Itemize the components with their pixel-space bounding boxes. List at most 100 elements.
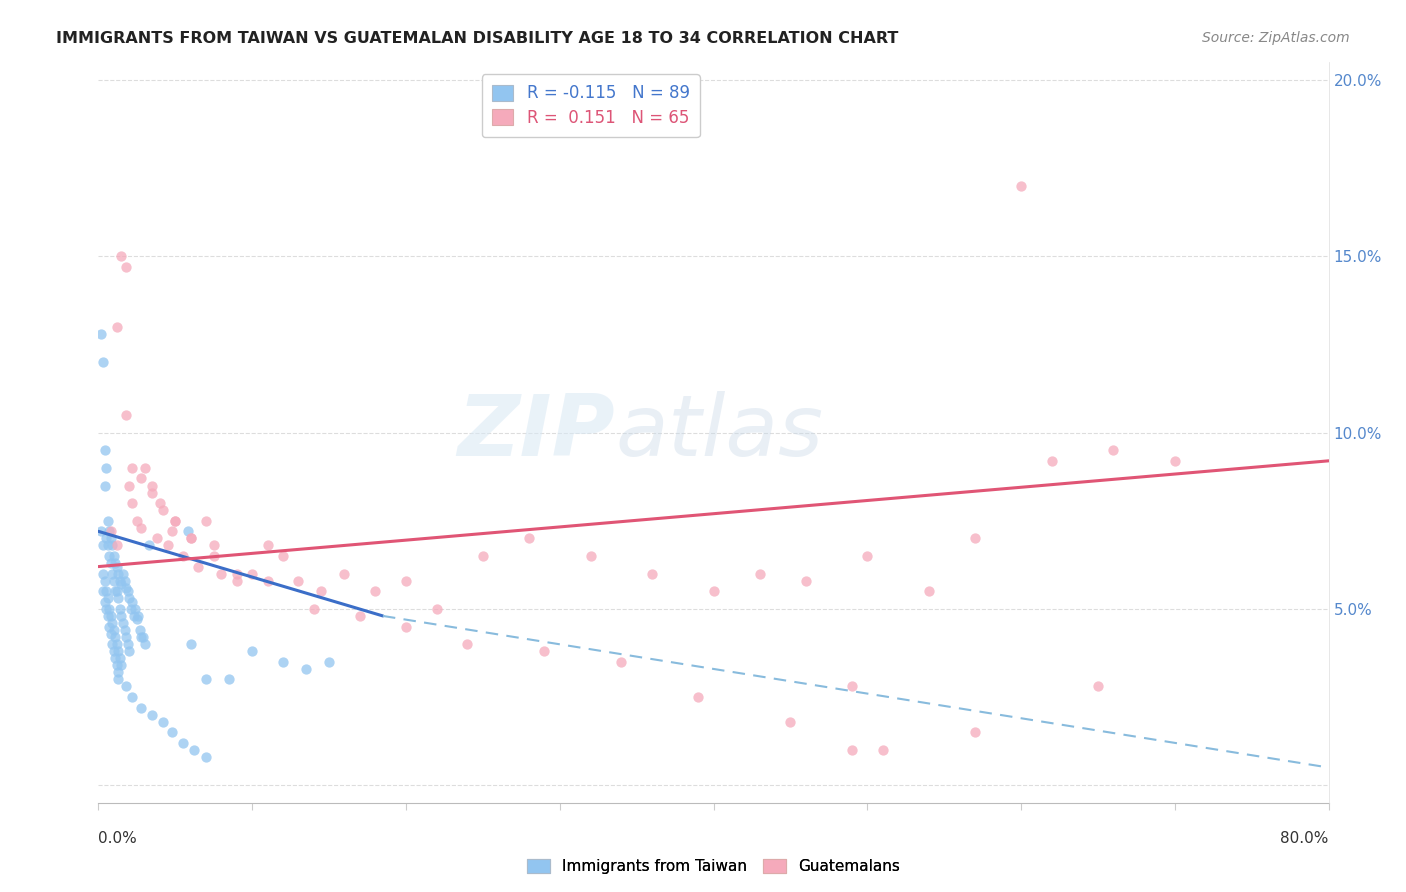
Point [93,595,115,609]
Point [115,408,138,422]
Point [841,743,863,757]
Point [94,602,117,616]
Point [105,584,128,599]
Point [180,532,202,546]
Point [295,662,318,676]
Point [138,538,160,552]
Point [963,725,986,739]
Point [256,538,278,552]
Point [146,532,169,546]
Point [1164,454,1187,468]
Point [94,532,117,546]
Point [202,538,225,552]
Point [125,612,148,626]
Point [141,485,163,500]
Point [115,630,138,644]
Point [641,566,664,581]
Point [114,623,136,637]
Point [112,566,135,581]
Point [104,651,127,665]
Point [156,538,179,552]
Point [108,602,131,616]
Point [93,574,115,588]
Point [110,658,132,673]
Point [105,559,128,574]
Point [271,549,294,563]
Point [103,623,125,637]
Point [100,524,122,539]
Point [794,574,817,588]
Point [121,496,143,510]
Point [105,319,128,334]
Point [110,609,132,624]
Point [125,514,148,528]
Point [517,532,540,546]
Point [124,602,146,616]
Point [129,623,152,637]
Point [688,690,710,704]
Point [471,549,494,563]
Point [225,566,247,581]
Point [104,556,127,570]
Point [134,461,156,475]
Point [162,524,183,539]
Point [180,532,202,546]
Point [172,549,194,563]
Point [165,514,187,528]
Point [118,644,141,658]
Point [105,637,128,651]
Point [117,637,139,651]
Point [872,743,894,757]
Point [1010,178,1032,193]
Point [108,574,131,588]
Point [118,591,141,606]
Point [302,602,325,616]
Point [426,602,449,616]
Point [195,750,218,764]
Point [963,532,986,546]
Point [94,461,117,475]
Point [195,514,218,528]
Point [115,581,138,595]
Point [97,609,120,624]
Point [107,665,129,680]
Point [91,566,114,581]
Point [105,658,128,673]
Point [610,655,633,669]
Point [195,673,218,687]
Text: IMMIGRANTS FROM TAIWAN VS GUATEMALAN DISABILITY AGE 18 TO 34 CORRELATION CHART: IMMIGRANTS FROM TAIWAN VS GUATEMALAN DIS… [56,31,898,46]
Point [101,566,124,581]
Point [115,260,138,274]
Point [101,615,124,630]
Point [107,566,129,581]
Point [115,680,138,694]
Point [122,609,145,624]
Point [856,549,879,563]
Point [456,637,478,651]
Point [93,478,115,492]
Point [918,584,941,599]
Text: atlas: atlas [616,391,823,475]
Point [100,609,122,624]
Point [218,673,240,687]
Point [121,461,143,475]
Point [271,655,294,669]
Point [108,651,131,665]
Point [117,584,139,599]
Point [333,566,356,581]
Point [107,673,129,687]
Point [533,644,555,658]
Point [141,707,163,722]
Point [202,549,225,563]
Point [152,714,174,729]
Point [107,591,129,606]
Point [98,549,121,563]
Point [395,619,418,633]
Point [132,630,155,644]
Point [105,538,128,552]
Point [97,514,120,528]
Point [121,595,143,609]
Point [703,584,725,599]
Point [131,521,153,535]
Point [98,619,121,633]
